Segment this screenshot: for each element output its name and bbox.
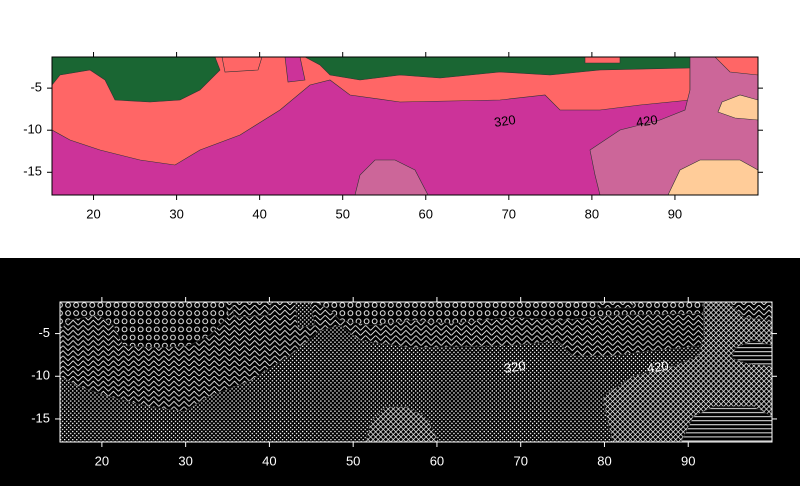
x-tick-label: 70 (502, 206, 516, 221)
x-tick-label: 50 (335, 206, 349, 221)
contour-label: 320 (503, 358, 527, 376)
y-tick-label: -10 (23, 122, 42, 137)
contour-label: 320 (493, 112, 517, 130)
x-tick-label: 80 (585, 206, 599, 221)
x-tick-label: 20 (95, 453, 109, 468)
plot-frame (51, 56, 759, 196)
x-tick-label: 60 (419, 206, 433, 221)
plot-frame (59, 301, 773, 443)
contour-label: 420 (646, 358, 670, 376)
x-tick-label: 30 (169, 206, 183, 221)
x-tick-label: 20 (86, 206, 100, 221)
y-tick-label: -15 (31, 410, 50, 425)
y-tick-label: -15 (23, 164, 42, 179)
x-tick-label: 90 (668, 206, 682, 221)
x-tick-label: 90 (681, 453, 695, 468)
top-panel: 320 420 20 30 40 50 60 70 80 90 -5 -10 -15 (23, 52, 763, 221)
y-tick-label: -5 (30, 80, 42, 95)
contour-label: 420 (635, 112, 659, 130)
bottom-panel: 320 420 20 30 40 50 60 70 80 90 -5 -10 -15 (31, 297, 777, 468)
x-tick-label: 70 (513, 453, 527, 468)
x-tick-label: 40 (252, 206, 266, 221)
x-tick-label: 30 (178, 453, 192, 468)
x-tick-label: 80 (597, 453, 611, 468)
y-tick-label: -5 (38, 325, 50, 340)
x-tick-label: 40 (262, 453, 276, 468)
x-tick-label: 50 (346, 453, 360, 468)
x-tick-label: 60 (430, 453, 444, 468)
y-tick-label: -10 (31, 368, 50, 383)
